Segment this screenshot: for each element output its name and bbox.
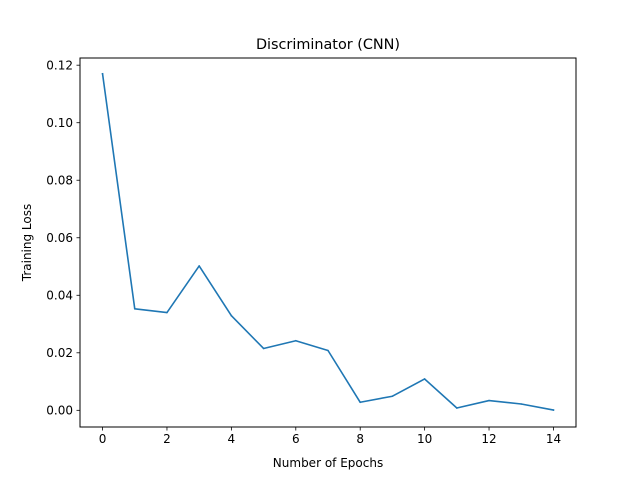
plot-area <box>80 58 576 427</box>
data-point <box>230 314 233 317</box>
data-point <box>423 378 426 380</box>
data-point <box>101 73 104 75</box>
y-tick-label: 0.00 <box>46 404 73 418</box>
data-point <box>262 347 265 350</box>
data-point <box>520 403 523 405</box>
data-point <box>133 307 136 310</box>
x-tick-label: 12 <box>481 432 496 446</box>
y-tick-label: 0.08 <box>46 174 73 188</box>
x-tick-label: 0 <box>99 432 107 446</box>
data-point <box>552 409 555 411</box>
x-tick-label: 2 <box>163 432 171 446</box>
data-point <box>166 311 168 314</box>
x-tick-label: 14 <box>546 432 561 446</box>
data-point <box>391 395 394 398</box>
x-tick-label: 4 <box>228 432 236 446</box>
data-point <box>488 399 490 402</box>
ticks-layer: 0 2 4 6 8 10 12 14 0.00 0.02 0.04 0.06 0.08 0.10 0.12 <box>46 58 561 446</box>
y-tick-label: 0.04 <box>46 289 73 303</box>
data-point <box>327 349 329 352</box>
data-point <box>359 401 362 404</box>
y-axis-label: Training Loss <box>20 204 34 282</box>
data-point <box>294 339 297 342</box>
y-tick-label: 0.02 <box>46 346 73 360</box>
x-tick-label: 10 <box>417 432 432 446</box>
chart-title: Discriminator (CNN) <box>256 37 400 53</box>
x-tick-label: 8 <box>356 432 364 446</box>
data-point <box>198 265 200 267</box>
y-tick-label: 0.10 <box>46 116 73 130</box>
x-tick-label: 6 <box>292 432 300 446</box>
data-point <box>456 407 458 409</box>
y-tick-label: 0.06 <box>46 231 73 245</box>
x-axis-label: Number of Epochs <box>273 456 383 470</box>
plot-frame <box>79 57 577 428</box>
y-tick-label: 0.12 <box>46 58 73 72</box>
series-layer <box>101 72 555 411</box>
